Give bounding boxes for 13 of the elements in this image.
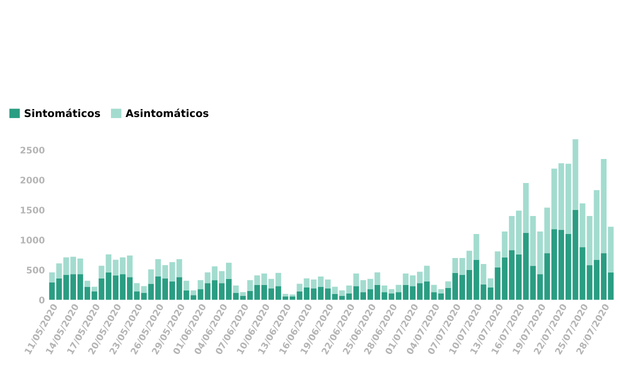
legend-label: Asintomáticos	[126, 108, 208, 118]
bar	[84, 280, 90, 287]
bar	[190, 290, 196, 296]
bar	[445, 281, 451, 288]
y-tick-label: 2500	[20, 146, 45, 154]
legend-label: Sintomáticos	[24, 108, 100, 118]
y-tick-label: 1500	[20, 206, 45, 214]
y-tick-label: 1000	[20, 236, 45, 244]
y-tick-label: 0	[39, 296, 45, 304]
y-tick-label: 2000	[20, 176, 45, 184]
bar	[184, 280, 190, 290]
y-tick-label: 500	[26, 266, 45, 274]
bar	[92, 286, 98, 292]
